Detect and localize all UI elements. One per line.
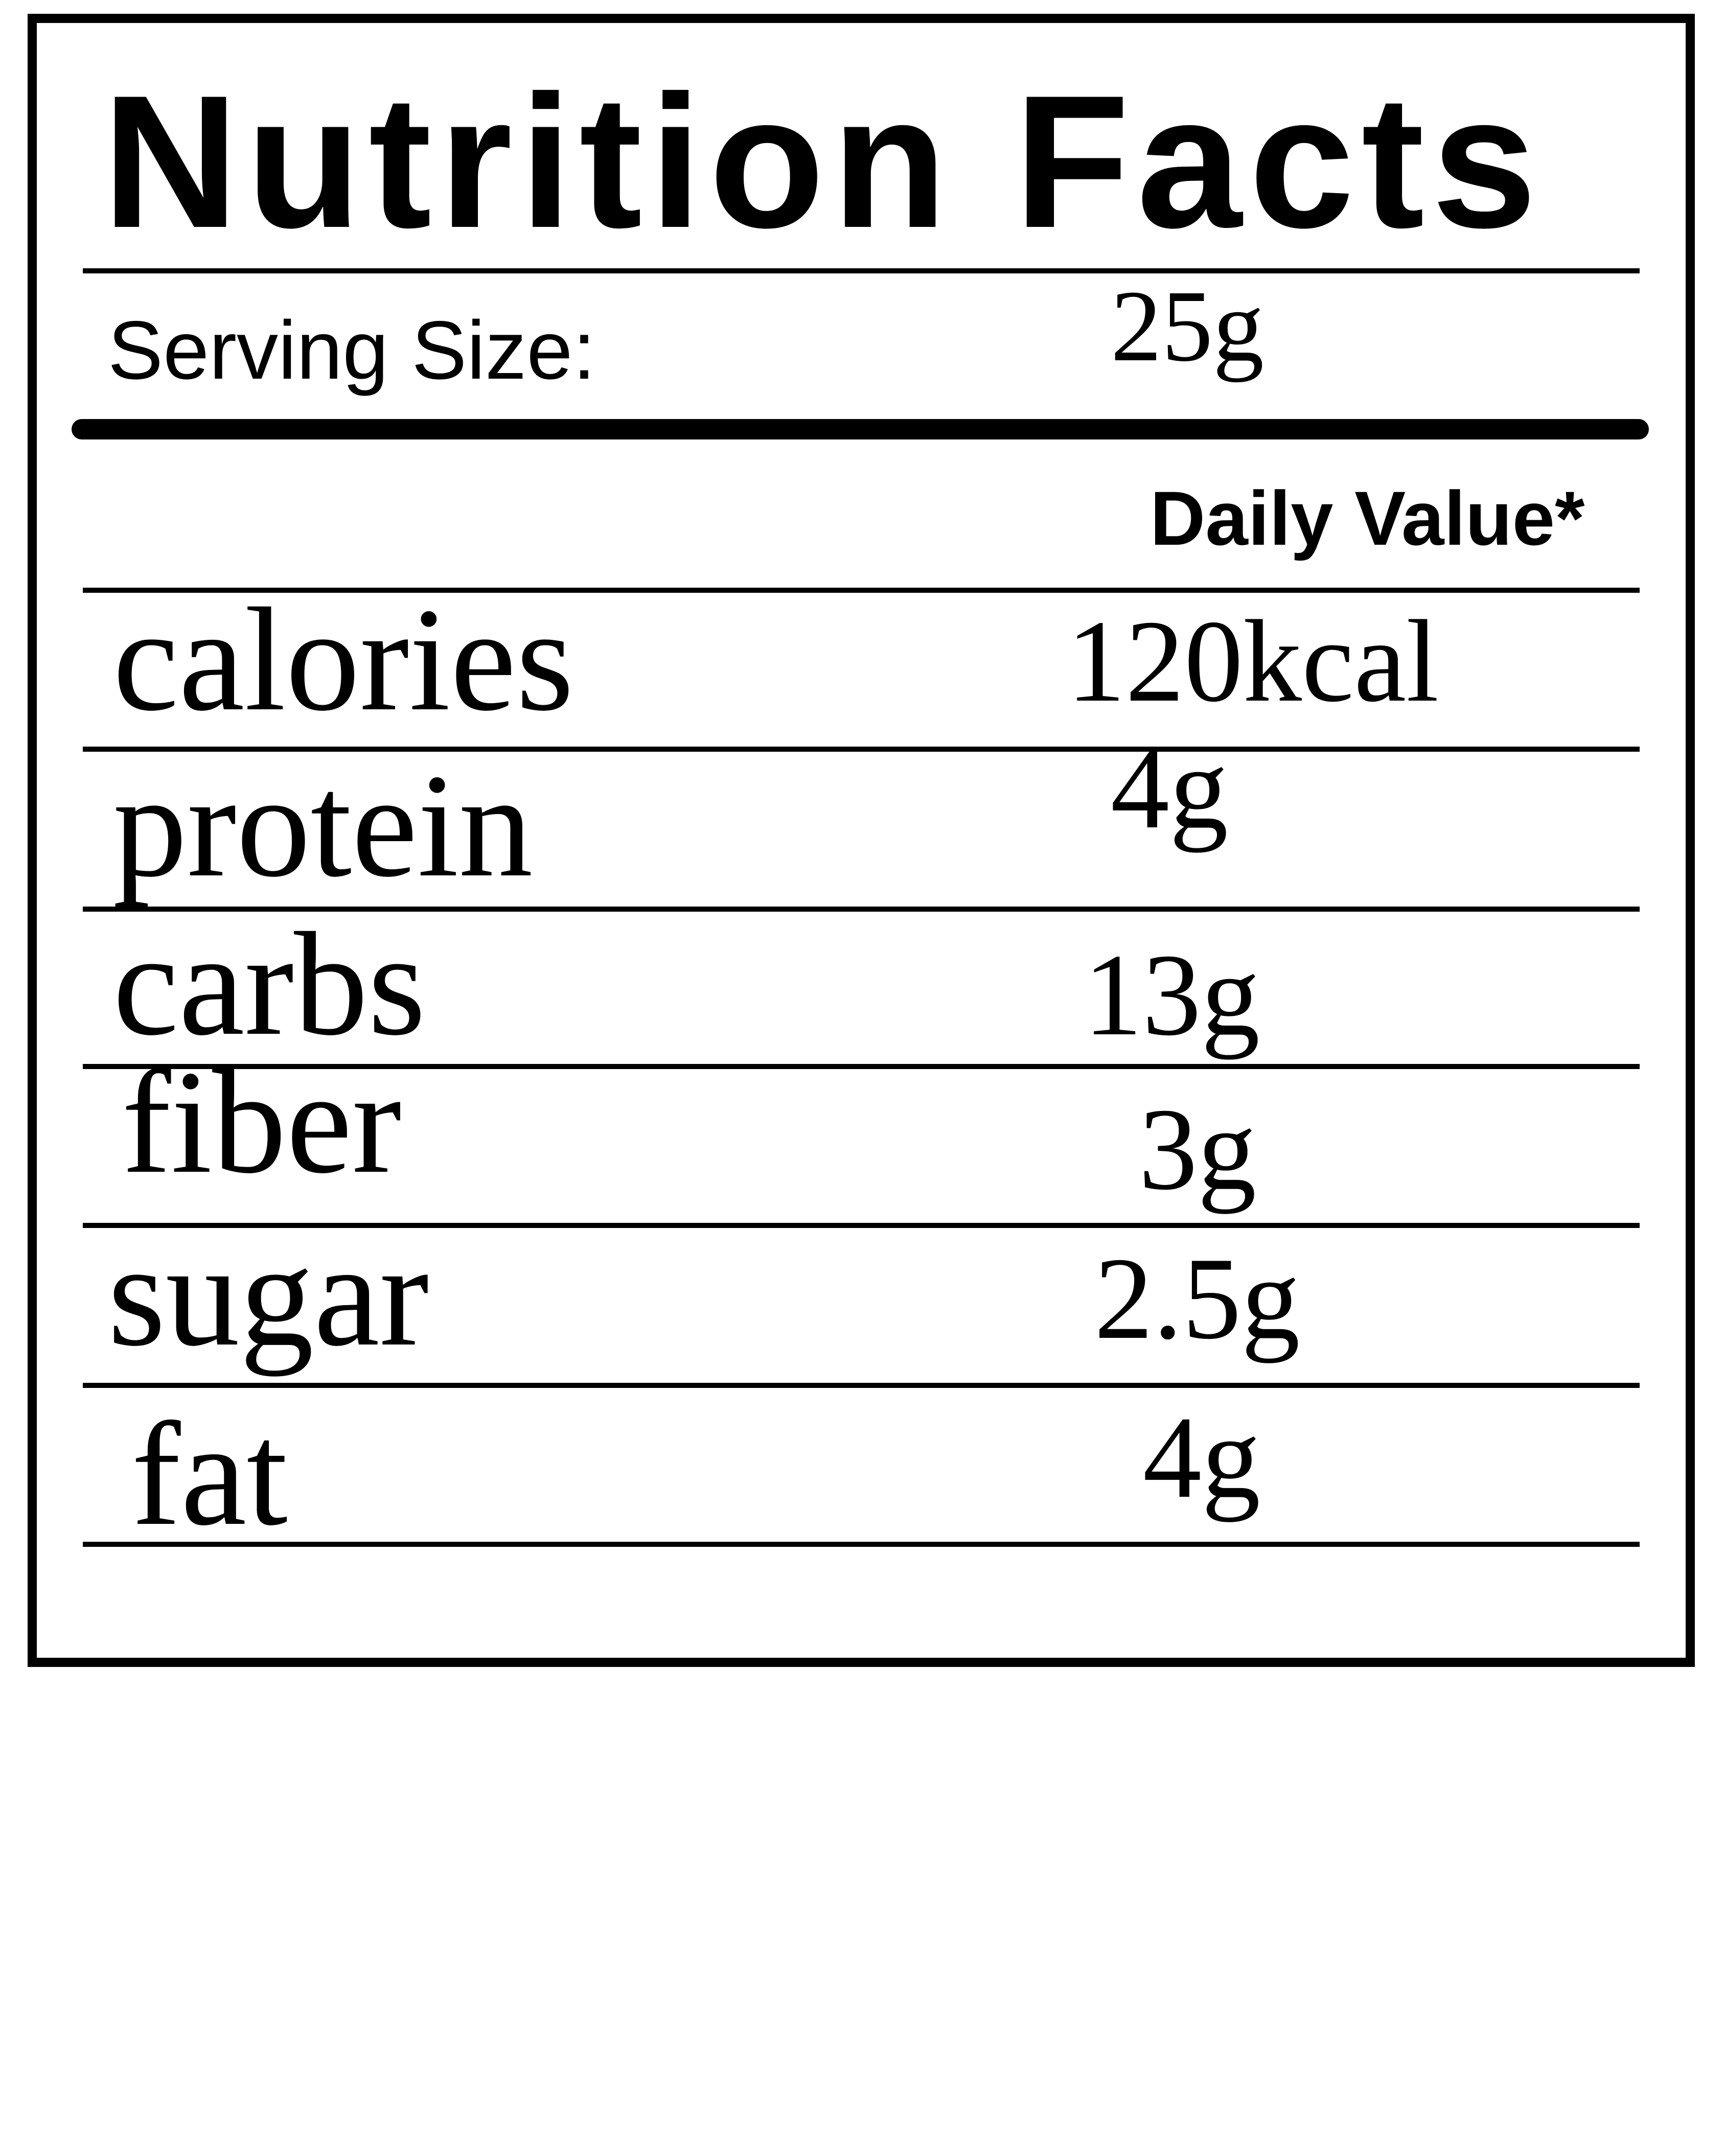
nutrient-label-protein: protein	[113, 744, 533, 908]
divider	[83, 1542, 1640, 1547]
nutrient-label-calories: calories	[113, 577, 574, 741]
divider	[83, 1223, 1640, 1228]
divider	[83, 588, 1640, 593]
nutrient-label-fat: fat	[131, 1392, 288, 1556]
divider	[83, 747, 1640, 752]
thick-divider	[72, 419, 1649, 439]
nutrient-value-fat: 4g	[1143, 1392, 1260, 1522]
daily-value-header: Daily Value*	[1150, 475, 1585, 561]
divider	[83, 1064, 1640, 1069]
label-title: Nutrition Facts	[102, 56, 1544, 267]
divider	[83, 1383, 1640, 1388]
serving-size-value: 25g	[1111, 270, 1264, 383]
nutrient-value-sugar: 2.5g	[1094, 1233, 1300, 1363]
nutrient-label-carbs: carbs	[113, 902, 426, 1066]
nutrient-value-carbs: 13g	[1084, 930, 1260, 1060]
divider	[83, 268, 1640, 273]
divider	[83, 907, 1640, 912]
nutrition-label-border	[28, 14, 1695, 1667]
nutrient-value-protein: 4g	[1111, 723, 1228, 853]
nutrient-value-fiber: 3g	[1139, 1084, 1256, 1214]
nutrient-label-fiber: fiber	[122, 1040, 402, 1204]
nutrient-label-sugar: sugar	[108, 1213, 429, 1377]
nutrient-value-calories: 120kcal	[1067, 596, 1439, 726]
serving-size-label: Serving Size:	[108, 304, 596, 397]
